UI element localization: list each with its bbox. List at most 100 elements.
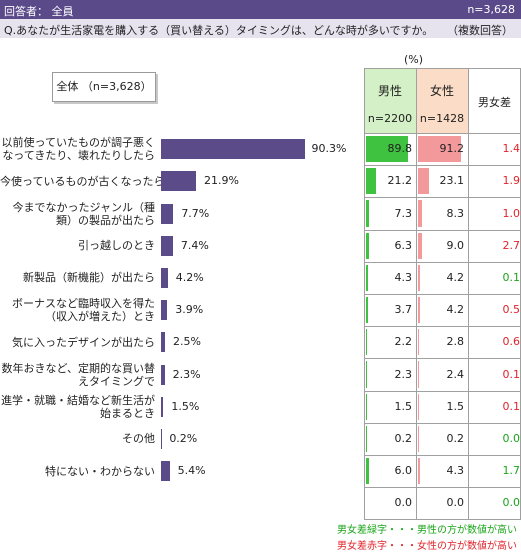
diff-value: 1.0: [502, 206, 521, 220]
grid-hline: [364, 391, 521, 392]
male-label: 男性: [377, 84, 402, 98]
grid-hline: [364, 133, 521, 134]
legend-red: 男女差赤字・・・女性の方が数値が高い: [337, 541, 517, 552]
female-bar: [418, 393, 419, 420]
diff-label: 男女差: [478, 96, 511, 109]
total-legend-box: 全体 （n=3,628）: [52, 72, 156, 102]
female-value: 0.0: [446, 496, 465, 510]
grid-hline: [364, 423, 521, 424]
total-value-label: 2.3%: [172, 367, 201, 381]
diff-value: 0.0: [502, 496, 521, 510]
male-value: 1.5: [394, 399, 413, 413]
grid-hline: [364, 487, 521, 488]
female-value: 91.2: [439, 142, 465, 156]
female-value: 4.2: [446, 303, 465, 317]
male-value: 0.2: [394, 431, 413, 445]
grid-vline: [468, 68, 469, 519]
grid-hline: [364, 262, 521, 263]
diff-value: 2.7: [502, 238, 521, 252]
male-bar: [366, 232, 369, 259]
total-n-label: n=3,628: [467, 3, 515, 16]
total-value-label: 2.5%: [173, 335, 201, 349]
category-label: 今使っているものが古くなったら: [0, 174, 165, 188]
total-value-label: 21.9%: [204, 174, 239, 188]
female-bar: [418, 329, 420, 356]
male-bar: [366, 200, 370, 227]
diff-value: 0.1: [502, 399, 521, 413]
category-label: 気に入ったデザインが出たら: [12, 335, 155, 349]
diff-value: 0.1: [502, 367, 521, 381]
total-bar: [161, 139, 306, 160]
female-bar: [418, 264, 420, 291]
total-bar: [161, 267, 168, 288]
total-value-label: 7.7%: [181, 206, 210, 220]
male-n: n=2200: [367, 112, 413, 125]
male-bar: [366, 393, 367, 420]
female-value: 2.8: [446, 335, 465, 349]
total-value-label: 0.2%: [169, 431, 198, 445]
grid-hline: [364, 197, 521, 198]
total-bar: [161, 396, 164, 417]
female-bar: [418, 136, 461, 163]
category-label: ボーナスなど臨時収入を得た （収入が増えた）とき: [12, 297, 155, 324]
male-value: 6.0: [394, 464, 413, 478]
male-bar: [366, 361, 368, 388]
female-value: 4.2: [446, 270, 465, 284]
total-bar: [161, 171, 197, 192]
total-value-label: 4.2%: [175, 270, 204, 284]
male-bar: [366, 329, 368, 356]
total-value-label: 5.4%: [177, 464, 206, 478]
diff-value: 0.5: [502, 303, 521, 317]
male-bar: [366, 297, 368, 324]
grid-hline: [364, 326, 521, 327]
female-value: 23.1: [439, 174, 465, 188]
grid-hline: [364, 294, 521, 295]
question-bar: Q.あなたが生活家電を購入する（買い替える）タイミングは、どんな時が多いですか。…: [0, 19, 521, 38]
female-value: 0.2: [446, 431, 465, 445]
category-label: 引っ越しのとき: [78, 239, 155, 253]
female-bar: [418, 200, 422, 227]
total-bar: [161, 428, 162, 449]
grid-hline: [364, 165, 521, 166]
male-bar: [366, 458, 369, 485]
header-bar: 回答者： 全員 n=3,628: [0, 0, 521, 19]
female-value: 4.3: [446, 464, 465, 478]
male-value: 0.0: [394, 496, 413, 510]
diff-value: 1.9: [502, 174, 521, 188]
grid-hline: [364, 230, 521, 231]
female-bar: [418, 168, 429, 195]
category-label: 新製品（新機能）が出たら: [23, 271, 155, 285]
male-bar: [366, 136, 409, 163]
total-value-label: 1.5%: [171, 399, 200, 413]
total-bar: [161, 203, 174, 224]
total-value-label: 7.4%: [180, 238, 209, 252]
category-label: 今までなかったジャンル（種 類）の製品が出たら: [12, 200, 155, 227]
category-label: 以前使っていたものが調子悪く なってきたり、壊れたりしたら: [1, 136, 155, 163]
question-text: Q.あなたが生活家電を購入する（買い替える）タイミングは、どんな時が多いですか。: [4, 24, 434, 37]
female-bar: [418, 297, 420, 324]
grid-vline: [416, 68, 417, 519]
male-value: 6.3: [394, 238, 413, 252]
diff-value: 0.1: [502, 270, 521, 284]
diff-value: 1.4: [502, 142, 521, 156]
diff-value: 0.6: [502, 335, 521, 349]
female-value: 2.4: [446, 367, 465, 381]
male-value: 89.8: [387, 142, 413, 156]
unit-label: (%): [404, 53, 424, 66]
grid-hline: [364, 358, 521, 359]
female-label: 女性: [429, 84, 454, 98]
female-value: 9.0: [446, 238, 465, 252]
female-value: 1.5: [446, 399, 465, 413]
male-value: 3.7: [394, 303, 413, 317]
male-value: 2.3: [394, 367, 413, 381]
female-bar: [418, 232, 423, 259]
male-value: 21.2: [387, 174, 413, 188]
category-label: 数年おきなど、定期的な買い替 えタイミングで: [1, 361, 155, 388]
category-label: 特にない・わからない: [45, 464, 155, 478]
male-value: 7.3: [394, 206, 413, 220]
female-n: n=1428: [419, 112, 465, 125]
total-bar: [161, 461, 170, 482]
gender-table-header: 男性 n=2200 女性 n=1428 男女差: [364, 68, 521, 553]
grid-hline: [364, 519, 521, 520]
total-bar: [161, 300, 168, 321]
